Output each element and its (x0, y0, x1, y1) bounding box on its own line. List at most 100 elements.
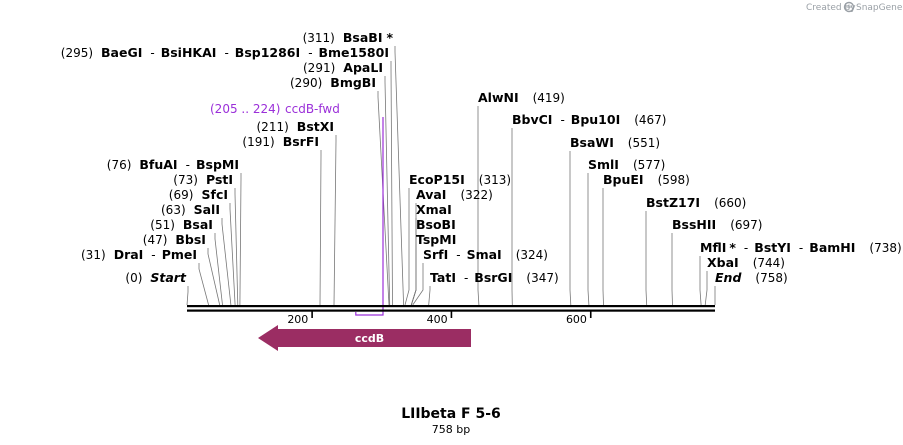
site-connector-line (234, 188, 239, 306)
site-bsobi[interactable]: BsoBI (416, 217, 456, 232)
site-alwni[interactable]: AlwNI (419) (478, 90, 565, 105)
site-xbai[interactable]: XbaI (744) (707, 255, 785, 270)
site-position: (347) (526, 271, 558, 285)
site-bstz17i[interactable]: BstZ17I (660) (646, 195, 746, 210)
site-position: (419) (533, 91, 565, 105)
site-bmgbi[interactable]: (290) BmgBI (290, 75, 376, 90)
site-bsawi[interactable]: BsaWI (551) (570, 135, 660, 150)
site-bsrfi[interactable]: (191) BsrFI (242, 134, 319, 149)
enzyme-name: PmeI (162, 247, 197, 262)
site-position: (313) (479, 173, 511, 187)
ruler-tick-label: 400 (427, 313, 448, 326)
site-position: (76) (107, 158, 132, 172)
site-connector-line (186, 286, 189, 306)
enzyme-name: BpuEI (603, 172, 644, 187)
site-position: (324) (516, 248, 548, 262)
site-psti[interactable]: (73) PstI (173, 172, 233, 187)
site-connector-line (384, 76, 391, 306)
site-position: (322) (461, 188, 493, 202)
site-mfli[interactable]: MflI * - BstYI - BamHI (738) (700, 240, 902, 255)
enzyme-name: EcoP15I (409, 172, 465, 187)
enzyme-name: * (387, 30, 394, 45)
site-connector-line (229, 203, 236, 306)
site-connector-line (207, 248, 221, 306)
site-position: - (561, 113, 565, 127)
site-position: (744) (753, 256, 785, 270)
enzyme-name: DraI (114, 247, 144, 262)
site-xmai[interactable]: XmaI (416, 202, 452, 217)
enzyme-name: TatI (430, 270, 456, 285)
enzyme-name: Bme1580I (319, 45, 389, 60)
site-bsai[interactable]: (51) BsaI (150, 217, 213, 232)
enzyme-name: BsaWI (570, 135, 614, 150)
site-srfi[interactable]: SrfI - SmaI (324) (423, 247, 548, 262)
site-position: - (456, 248, 460, 262)
ruler: 200 400 600 (287, 311, 592, 326)
enzyme-name: BaeGI (101, 45, 142, 60)
site-baegi[interactable]: (295) BaeGI - BsiHKAI - Bsp1286I - Bme1580I (61, 45, 389, 60)
feature-ccdb[interactable]: ccdB (258, 325, 471, 351)
site-connector-line (319, 150, 322, 306)
site-bsabi[interactable]: (311) BsaBI * (303, 30, 394, 45)
site-connector-line (704, 271, 708, 306)
site-tati[interactable]: TatI - BsrGI (347) (430, 270, 559, 285)
primer-ccdb-fwd[interactable]: (205 .. 224) ccdB-fwd (210, 102, 384, 316)
site-position: (290) (290, 76, 322, 90)
site-connector-line (412, 263, 424, 306)
enzyme-name: Bsp1286I (235, 45, 300, 60)
site-bfuai[interactable]: (76) BfuAI - BspMI (107, 157, 239, 172)
enzyme-name: SmaI (467, 247, 502, 262)
enzyme-name: BssHII (672, 217, 716, 232)
enzyme-name: BsiHKAI (161, 45, 217, 60)
site-position: - (744, 241, 748, 255)
site-position: (69) (169, 188, 194, 202)
site-position: (758) (755, 271, 787, 285)
site-drai[interactable]: (31) DraI - PmeI (81, 247, 197, 262)
site-position: (697) (730, 218, 762, 232)
site-apali[interactable]: (291) ApaLI (303, 60, 383, 75)
enzyme-name: BsoBI (416, 217, 456, 232)
credit-brand: SnapGene (856, 3, 903, 13)
enzyme-name: XmaI (416, 202, 452, 217)
snapgene-logo-icon (843, 1, 855, 13)
site-bbsi[interactable]: (47) BbsI (143, 232, 206, 247)
enzyme-name: BbsI (175, 232, 206, 247)
primer-name-label: ccdB-fwd (285, 102, 340, 116)
enzyme-name: AvaI (416, 187, 446, 202)
site-connector-line (671, 233, 673, 306)
enzyme-name: Start (150, 270, 187, 285)
dna-backbone (187, 305, 715, 312)
site-position: - (186, 158, 190, 172)
site-position: - (464, 271, 468, 285)
plasmid-name: LIIbeta F 5-6 (401, 406, 501, 422)
site-bbvci[interactable]: BbvCI - Bpu10I (467) (512, 112, 666, 127)
site-bstxi[interactable]: (211) BstXI (257, 119, 335, 134)
ruler-tick (589, 311, 592, 318)
site-bpuei[interactable]: BpuEI (598) (603, 172, 690, 187)
enzyme-name: Bpu10I (571, 112, 620, 127)
site-position: - (799, 241, 803, 255)
site-connector-line (699, 256, 702, 306)
site-start[interactable]: (0) Start (125, 270, 187, 285)
site-ecop15i[interactable]: EcoP15I (313) (409, 172, 511, 187)
enzyme-name: BstYI (754, 240, 791, 255)
backbone-strand-top (187, 305, 715, 308)
site-position: (51) (150, 218, 175, 232)
enzyme-name: BstZ17I (646, 195, 700, 210)
enzyme-name: MflI (700, 240, 726, 255)
site-smli[interactable]: SmlI (577) (588, 157, 665, 172)
enzyme-name: TspMI (416, 232, 456, 247)
site-sali[interactable]: (63) SalI (161, 202, 220, 217)
site-position: - (225, 46, 229, 60)
enzyme-name: ApaLI (343, 60, 383, 75)
site-position: (738) (869, 241, 901, 255)
site-position: (291) (303, 61, 335, 75)
primer-arrow-line (355, 117, 384, 316)
site-bsshii[interactable]: BssHII (697) (672, 217, 762, 232)
site-sfci[interactable]: (69) SfcI (169, 187, 228, 202)
ruler-tick (450, 311, 453, 318)
site-end[interactable]: End (758) (715, 270, 788, 285)
site-tspmi[interactable]: TspMI (416, 232, 456, 247)
enzyme-name: BfuAI (139, 157, 177, 172)
site-avai[interactable]: AvaI (322) (416, 187, 493, 202)
